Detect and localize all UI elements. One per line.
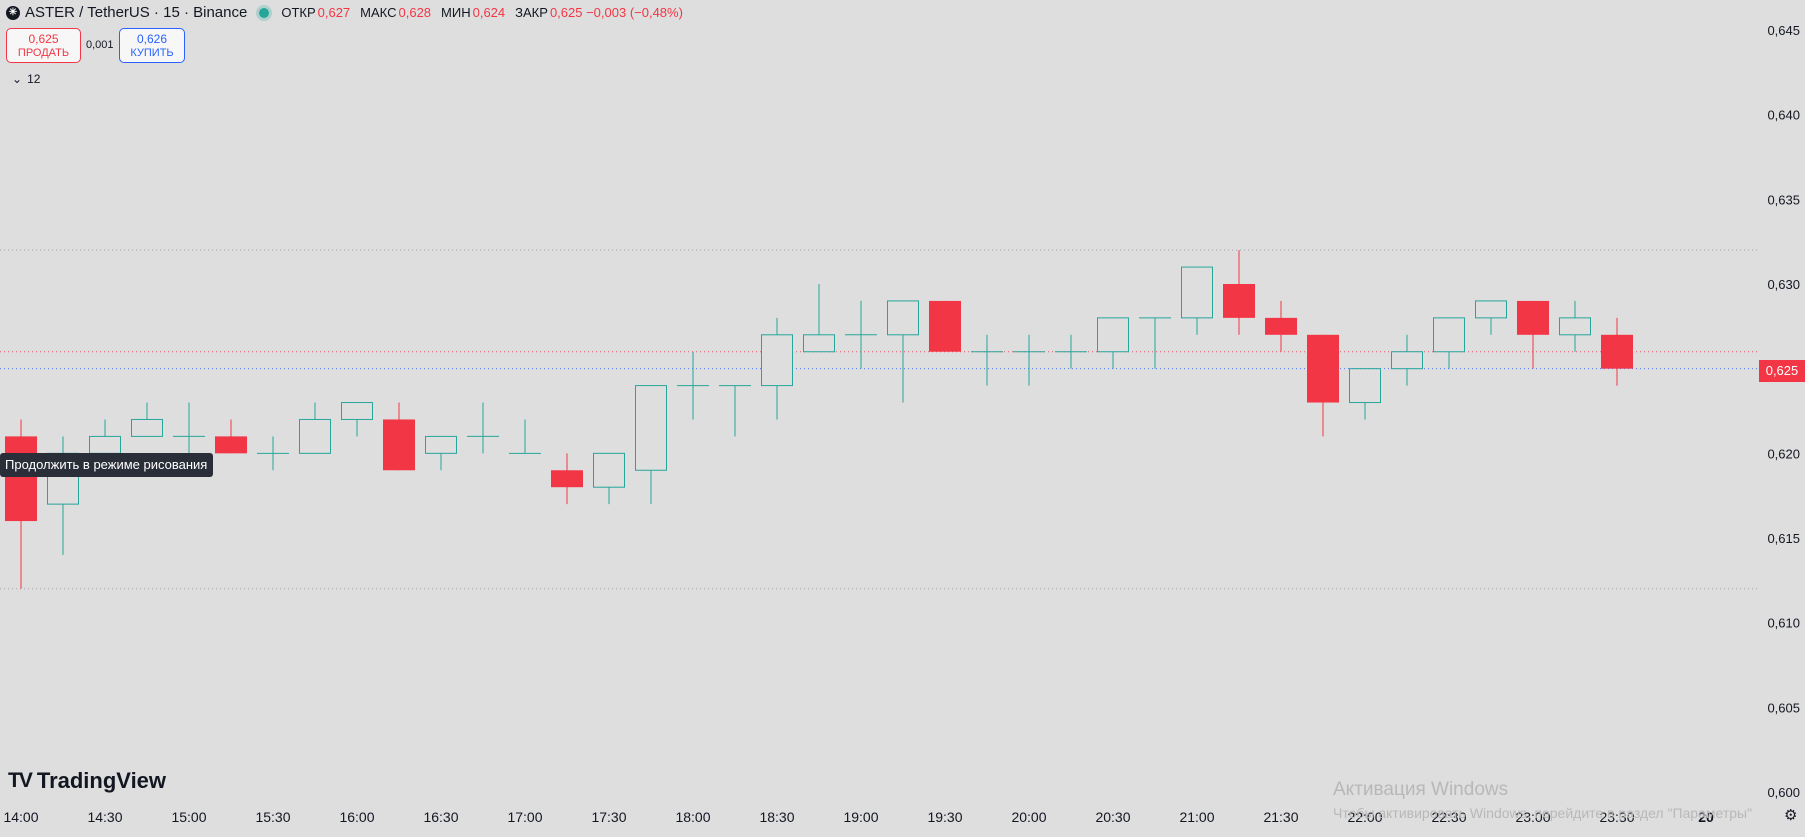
y-axis-tick-label: 0,630 bbox=[1767, 277, 1800, 292]
candle-body bbox=[761, 334, 793, 387]
x-axis-tick-label: 17:00 bbox=[507, 809, 542, 825]
y-axis-tick-label: 0,635 bbox=[1767, 192, 1800, 207]
x-axis-tick-label: 15:00 bbox=[171, 809, 206, 825]
candle-body bbox=[551, 470, 583, 488]
tradingview-logo[interactable]: TV TradingView bbox=[8, 768, 166, 794]
gear-icon[interactable]: ⚙ bbox=[1784, 807, 1798, 824]
x-axis-tick-label: 21:00 bbox=[1179, 809, 1214, 825]
y-axis-tick-label: 0,610 bbox=[1767, 616, 1800, 631]
drawing-mode-tooltip: Продолжить в режиме рисования bbox=[0, 453, 214, 477]
buy-price: 0,626 bbox=[136, 31, 168, 46]
x-axis-tick-label: 22:30 bbox=[1431, 809, 1466, 825]
x-axis-tick-label: 20 bbox=[1698, 809, 1714, 825]
x-axis-tick-label: 23:00 bbox=[1515, 809, 1550, 825]
sell-button[interactable]: 0,625 ПРОДАТЬ bbox=[6, 28, 81, 63]
x-axis-tick-label: 19:00 bbox=[843, 809, 878, 825]
x-axis-tick-label: 14:00 bbox=[3, 809, 38, 825]
indicators-toggle[interactable]: ⌄ 12 bbox=[12, 72, 40, 86]
spread-value: 0,001 bbox=[86, 39, 114, 51]
x-axis-tick-label: 18:30 bbox=[759, 809, 794, 825]
candle-body bbox=[89, 435, 121, 454]
symbol-title[interactable]: ASTER / TetherUS · 15 · Binance bbox=[25, 4, 248, 21]
candle-body bbox=[593, 452, 625, 488]
buy-label: КУПИТЬ bbox=[130, 46, 174, 59]
x-axis-tick-label: 22:00 bbox=[1347, 809, 1382, 825]
candle-body bbox=[929, 300, 961, 352]
candle-body bbox=[803, 334, 835, 353]
candle-body bbox=[1391, 351, 1423, 370]
y-axis-tick-label: 0,640 bbox=[1767, 108, 1800, 123]
candle-body bbox=[1475, 300, 1507, 319]
candle-body bbox=[131, 418, 163, 437]
y-axis-tick-label: 0,600 bbox=[1767, 785, 1800, 800]
candle-body bbox=[1349, 368, 1381, 404]
low-label: МИН bbox=[441, 5, 471, 20]
candle-body bbox=[1265, 317, 1297, 335]
x-axis-tick-label: 17:30 bbox=[591, 809, 626, 825]
candle-body bbox=[1181, 266, 1213, 319]
x-axis-tick-label: 23:30 bbox=[1599, 809, 1634, 825]
tradingview-logo-icon: TV bbox=[8, 769, 33, 792]
x-axis-tick-label: 20:30 bbox=[1095, 809, 1130, 825]
open-value: 0,627 bbox=[317, 5, 351, 20]
x-axis-tick-label: 16:00 bbox=[339, 809, 374, 825]
indicators-count: 12 bbox=[27, 72, 41, 86]
candle-body bbox=[887, 300, 919, 336]
tradingview-logo-text: TradingView bbox=[36, 768, 167, 793]
candle-body bbox=[635, 385, 667, 471]
candle-body bbox=[1601, 334, 1633, 369]
candle-body bbox=[5, 436, 37, 522]
sell-label: ПРОДАТЬ bbox=[17, 46, 70, 59]
windows-activation-hint: Чтобы активировать Windows, перейдите в … bbox=[1333, 805, 1753, 821]
y-axis-tick-label: 0,645 bbox=[1767, 23, 1800, 38]
x-axis-tick-label: 21:30 bbox=[1263, 809, 1298, 825]
x-axis-tick-label: 16:30 bbox=[423, 809, 458, 825]
y-axis-tick-label: 0,620 bbox=[1767, 446, 1800, 461]
candle-body bbox=[341, 402, 373, 420]
candle-body bbox=[1307, 334, 1339, 403]
aster-coin-icon: ✳ bbox=[6, 5, 20, 20]
last-price-label: 0,625 bbox=[1759, 360, 1805, 382]
close-label: ЗАКР bbox=[515, 5, 548, 20]
low-value: 0,624 bbox=[472, 5, 506, 20]
candle-body bbox=[1097, 317, 1129, 353]
candle-body bbox=[383, 419, 415, 471]
chart-header: ✳ ASTER / TetherUS · 15 · Binance ОТКР 0… bbox=[6, 4, 691, 21]
candle-body bbox=[1223, 284, 1255, 318]
buy-button[interactable]: 0,626 КУПИТЬ bbox=[119, 28, 185, 63]
close-value: 0,625 −0,003 (−0,48%) bbox=[549, 5, 683, 20]
y-axis-tick-label: 0,605 bbox=[1767, 700, 1800, 715]
candle-body bbox=[425, 435, 457, 454]
x-axis-tick-label: 15:30 bbox=[255, 809, 290, 825]
windows-activation-watermark: Активация Windows bbox=[1333, 779, 1509, 800]
high-label: МАКС bbox=[360, 5, 397, 20]
candle-body bbox=[1559, 317, 1591, 336]
sell-price: 0,625 bbox=[28, 31, 59, 46]
candle-body bbox=[215, 436, 247, 454]
high-value: 0,628 bbox=[398, 5, 432, 20]
y-axis-tick-label: 0,615 bbox=[1767, 531, 1800, 546]
candle-body bbox=[1433, 317, 1465, 353]
candle-body bbox=[299, 418, 331, 454]
x-axis-tick-label: 14:30 bbox=[87, 809, 122, 825]
candle-body bbox=[1517, 300, 1549, 335]
market-status-icon bbox=[259, 7, 270, 18]
x-axis-tick-label: 20:00 bbox=[1011, 809, 1046, 825]
chevron-down-icon: ⌄ bbox=[12, 72, 23, 86]
x-axis-tick-label: 18:00 bbox=[675, 809, 710, 825]
open-label: ОТКР bbox=[281, 5, 316, 20]
x-axis-tick-label: 19:30 bbox=[927, 809, 962, 825]
ohlc-values: ОТКР 0,627 МАКС 0,628 МИН 0,624 ЗАКР 0,6… bbox=[281, 5, 691, 20]
